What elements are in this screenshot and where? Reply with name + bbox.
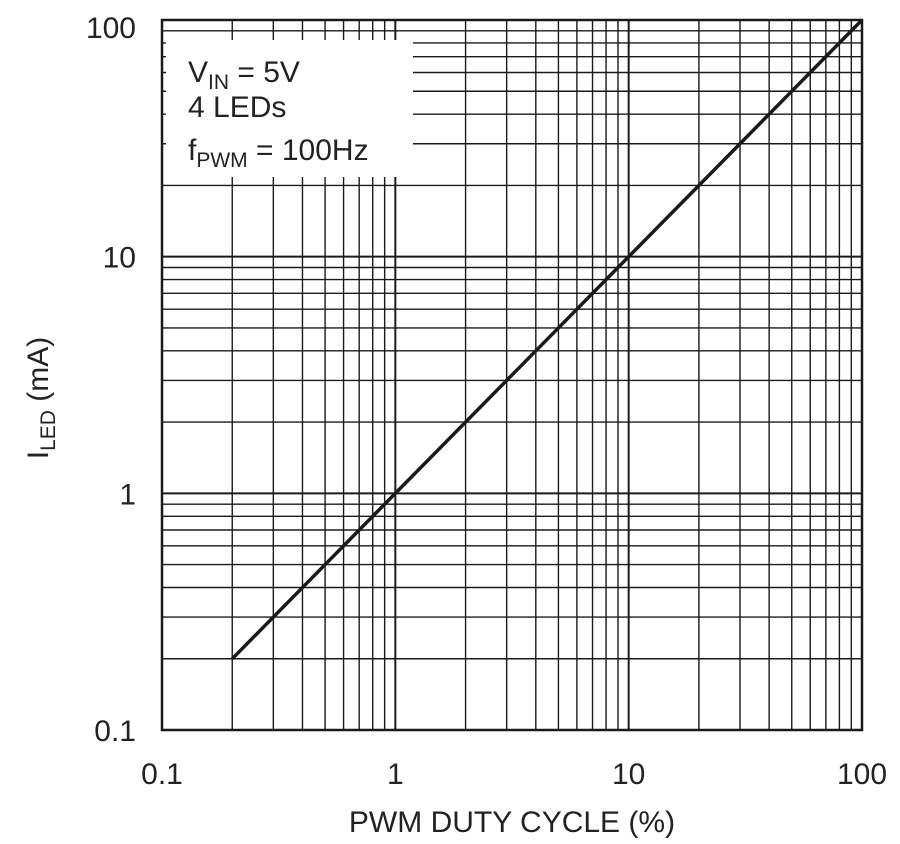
x-tick-label: 1: [387, 758, 404, 791]
x-axis-title: PWM DUTY CYCLE (%): [349, 806, 675, 839]
y-tick-labels: 0.1 1 10 100: [86, 12, 136, 748]
series: [230, 18, 864, 661]
y-axis-title: ILED (mA): [22, 337, 60, 460]
y-tick-label: 0.1: [94, 715, 136, 748]
x-tick-label: 10: [612, 758, 645, 791]
x-tick-label: 100: [837, 758, 887, 791]
annotation-background: [166, 40, 413, 177]
plot-border: [160, 18, 864, 732]
y-tick-label: 100: [86, 12, 136, 45]
series-line: [230, 18, 864, 661]
annotation-box: VIN = 5V 4 LEDs fPWM = 100Hz: [166, 40, 413, 177]
x-tick-labels: 0.1 1 10 100: [141, 758, 887, 791]
y-tick-label: 10: [103, 242, 136, 275]
annotation-fpwm: fPWM = 100Hz: [188, 134, 369, 172]
y-tick-label: 1: [119, 478, 136, 511]
annotation-led-count: 4 LEDs: [188, 91, 286, 124]
annotation-vin: VIN = 5V: [188, 56, 300, 94]
x-tick-label: 0.1: [141, 758, 183, 791]
